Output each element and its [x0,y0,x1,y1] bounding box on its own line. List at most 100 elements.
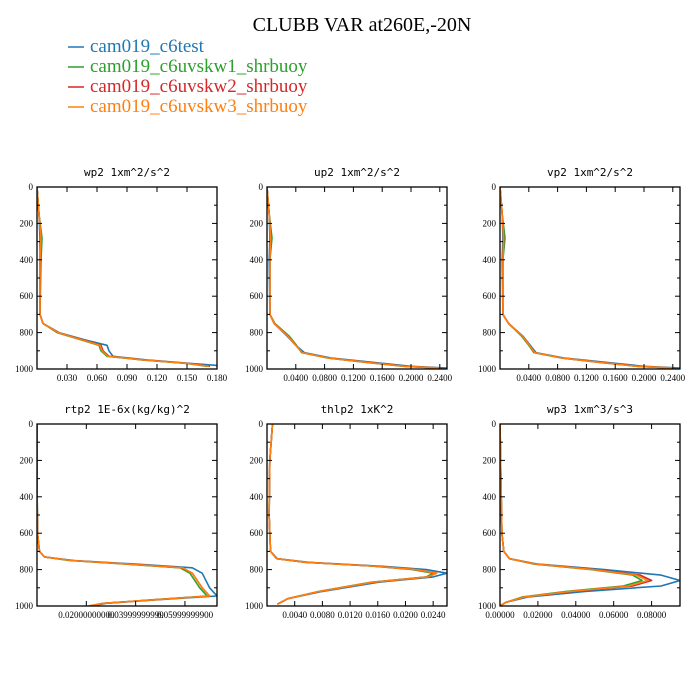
panel-title: thlp2 1xK^2 [321,403,394,416]
y-tick-label: 0 [492,419,497,429]
series-group [267,187,447,369]
series-group [37,424,217,606]
x-tick-label: 0.120 [147,373,168,383]
panel-title: wp3 1xm^3/s^3 [547,403,633,416]
x-tick-label: 0.05999999900 [157,610,214,620]
x-tick-label: 0.090 [117,373,138,383]
y-tick-label: 600 [483,528,497,538]
legend-entry: cam019_c6uvskw2_shrbuoy [68,76,308,97]
y-tick-label: 600 [20,291,34,301]
legend: cam019_c6testcam019_c6uvskw1_shrbuoycam0… [68,36,308,117]
series-group [268,424,447,605]
x-tick-label: 0.0200 [393,610,418,620]
y-tick-label: 800 [250,565,264,575]
y-tick-label: 200 [483,218,497,228]
x-tick-label: 0.00000 [485,610,515,620]
legend-entry: cam019_c6test [68,36,205,57]
series-line [37,187,208,368]
x-tick-label: 0.0800 [545,373,570,383]
plot-frame [499,423,681,607]
panel: wp2 1xm^2/s^2 0 200 400 600 800 1000 0.030 0.060… [15,166,228,383]
y-tick-label: 0 [29,419,34,429]
series-group [37,187,217,368]
y-tick-label: 800 [483,565,497,575]
series-line [37,424,211,606]
series-line [500,424,653,606]
series-line [500,424,680,606]
y-tick-label: 200 [250,218,264,228]
series-group [500,424,680,606]
series-line [268,424,438,605]
x-tick-label: 0.02000 [523,610,553,620]
y-tick-label: 600 [250,528,264,538]
x-tick-label: 0.1200 [341,373,366,383]
series-line [37,187,210,368]
x-tick-label: 0.2400 [660,373,685,383]
x-tick-label: 0.150 [177,373,198,383]
y-tick-label: 600 [483,291,497,301]
y-tick-label: 400 [20,492,34,502]
plot-panels: wp2 1xm^2/s^2 0 200 400 600 800 1000 0.030 0.060… [15,166,686,620]
series-line [500,424,649,606]
x-tick-label: 0.0040 [282,610,307,620]
y-tick-label: 200 [483,455,497,465]
legend-label: cam019_c6uvskw2_shrbuoy [90,76,308,97]
y-tick-label: 0 [259,182,264,192]
x-tick-label: 0.08000 [637,610,667,620]
series-line [268,424,438,605]
plot-frame [36,186,218,370]
series-line [37,424,208,606]
x-tick-label: 0.04000 [561,610,591,620]
y-tick-label: 800 [20,565,34,575]
x-tick-label: 0.2400 [427,373,452,383]
series-line [37,187,217,367]
x-tick-label: 0.0160 [365,610,390,620]
y-tick-label: 400 [483,255,497,265]
legend-label: cam019_c6test [90,36,205,57]
y-tick-label: 0 [492,182,497,192]
y-tick-label: 1000 [478,364,497,374]
x-tick-label: 0.060 [87,373,108,383]
y-tick-label: 800 [20,328,34,338]
panel-title: vp2 1xm^2/s^2 [547,166,633,179]
y-tick-label: 400 [250,492,264,502]
y-tick-label: 600 [250,291,264,301]
y-tick-label: 400 [20,255,34,265]
series-line [37,187,211,368]
x-tick-label: 0.02000000000 [58,610,115,620]
y-tick-label: 1000 [15,601,34,611]
x-tick-label: 0.2000 [632,373,657,383]
panel: thlp2 1xK^2 0 200 400 600 800 1000 0.0040 0.0080… [245,403,448,620]
series-line [268,424,435,605]
panel: rtp2 1E-6x(kg/kg)^2 0 200 400 600 800 1000 0.02… [15,403,218,620]
series-line [267,187,441,369]
figure-title: CLUBB VAR at260E,-20N [253,14,472,36]
y-tick-label: 1000 [245,364,264,374]
legend-label: cam019_c6uvskw1_shrbuoy [90,56,308,77]
series-line [500,424,643,606]
y-tick-label: 200 [20,455,34,465]
legend-entry: cam019_c6uvskw3_shrbuoy [68,96,308,117]
y-tick-label: 400 [250,255,264,265]
x-tick-label: 0.0080 [310,610,335,620]
x-tick-label: 0.06000 [599,610,629,620]
x-tick-label: 0.03999999999 [108,610,165,620]
x-tick-label: 0.2000 [399,373,424,383]
x-tick-label: 0.0400 [516,373,541,383]
y-tick-label: 0 [259,419,264,429]
x-tick-label: 0.1200 [574,373,599,383]
y-tick-label: 400 [483,492,497,502]
panel-title: rtp2 1E-6x(kg/kg)^2 [64,403,190,416]
series-group [500,187,680,369]
x-tick-label: 0.0800 [312,373,337,383]
series-line [37,424,211,606]
x-tick-label: 0.0400 [283,373,308,383]
panel-title: wp2 1xm^2/s^2 [84,166,170,179]
y-tick-label: 600 [20,528,34,538]
series-line [37,424,217,606]
x-tick-label: 0.1600 [370,373,395,383]
x-tick-label: 0.030 [57,373,78,383]
x-tick-label: 0.1600 [603,373,628,383]
